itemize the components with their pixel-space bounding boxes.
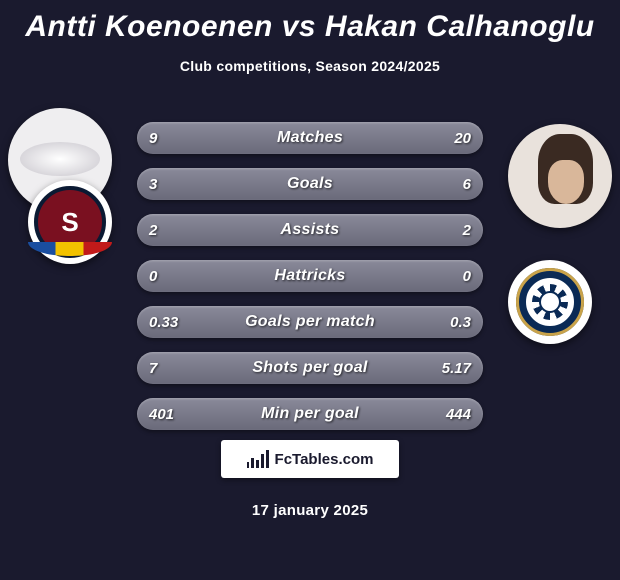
stat-label: Matches — [277, 129, 343, 147]
stat-row: 9 Matches 20 — [137, 122, 483, 154]
club-left-badge — [28, 180, 112, 264]
subtitle: Club competitions, Season 2024/2025 — [0, 58, 620, 74]
stat-right-value: 6 — [463, 168, 471, 200]
branding-text: FcTables.com — [275, 451, 374, 468]
stat-right-value: 5.17 — [442, 352, 471, 384]
page-title: Antti Koenoenen vs Hakan Calhanoglu — [0, 0, 620, 44]
stat-label: Goals — [287, 175, 333, 193]
player-right-avatar — [508, 124, 612, 228]
branding-bars-icon — [247, 450, 269, 468]
stat-left-value: 2 — [149, 214, 157, 246]
stat-left-value: 401 — [149, 398, 174, 430]
stat-row: 7 Shots per goal 5.17 — [137, 352, 483, 384]
stat-row: 0 Hattricks 0 — [137, 260, 483, 292]
stat-row: 0.33 Goals per match 0.3 — [137, 306, 483, 338]
stat-row: 3 Goals 6 — [137, 168, 483, 200]
date-text: 17 january 2025 — [0, 502, 620, 519]
stat-right-value: 0 — [463, 260, 471, 292]
stat-label: Min per goal — [261, 405, 359, 423]
stat-row: 2 Assists 2 — [137, 214, 483, 246]
stat-label: Assists — [280, 221, 339, 239]
stat-label: Hattricks — [274, 267, 345, 285]
stat-right-value: 0.3 — [450, 306, 471, 338]
stat-left-value: 0.33 — [149, 306, 178, 338]
stat-row: 401 Min per goal 444 — [137, 398, 483, 430]
club-right-badge — [508, 260, 592, 344]
stat-left-value: 7 — [149, 352, 157, 384]
stat-left-value: 0 — [149, 260, 157, 292]
stats-table: 9 Matches 20 3 Goals 6 2 Assists 2 0 Hat… — [137, 122, 483, 444]
stat-left-value: 9 — [149, 122, 157, 154]
stat-label: Goals per match — [245, 313, 375, 331]
stat-label: Shots per goal — [252, 359, 367, 377]
branding-badge: FcTables.com — [221, 440, 399, 478]
stat-left-value: 3 — [149, 168, 157, 200]
stat-right-value: 444 — [446, 398, 471, 430]
stat-right-value: 20 — [454, 122, 471, 154]
stat-right-value: 2 — [463, 214, 471, 246]
